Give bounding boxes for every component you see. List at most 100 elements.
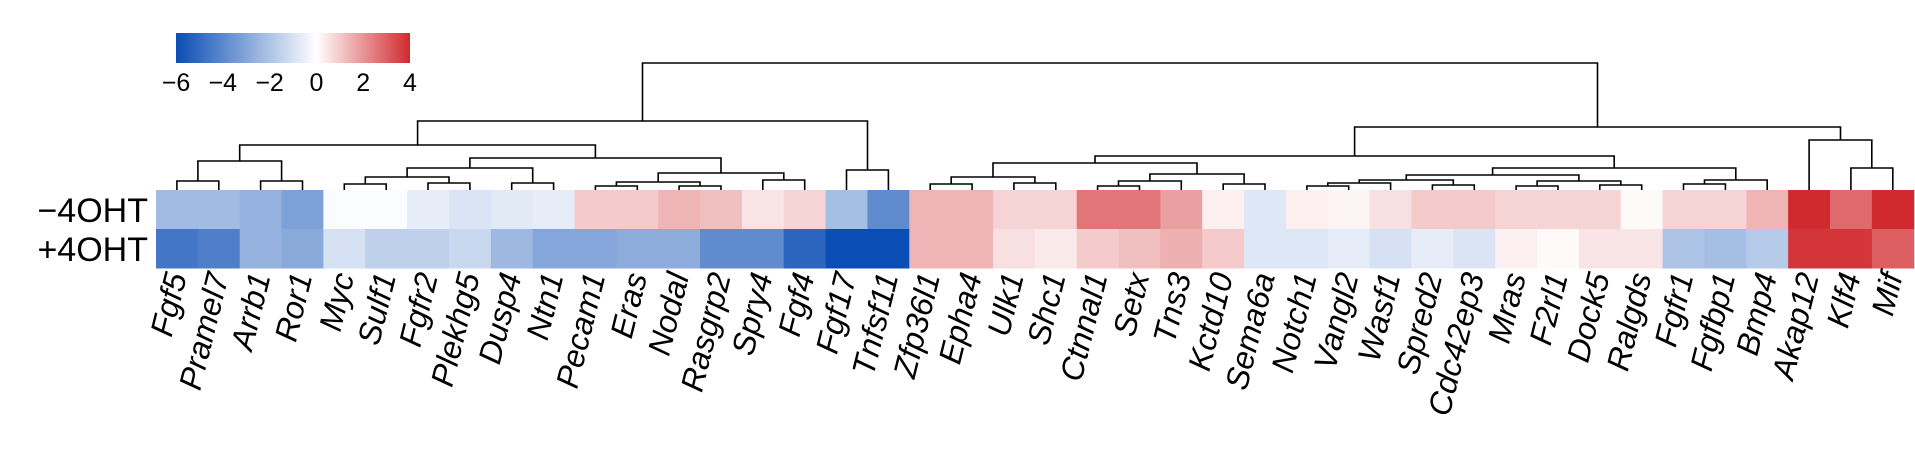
dendrogram-link <box>992 162 1198 177</box>
heatmap-cell <box>616 190 659 230</box>
heatmap-cell <box>239 229 283 269</box>
heatmap-cell <box>867 229 910 269</box>
dendrogram-link <box>1096 185 1141 190</box>
dendrogram-link <box>762 179 806 190</box>
heatmap-cell <box>156 229 199 269</box>
heatmap-cell <box>1578 190 1622 230</box>
heatmap-cell <box>1202 190 1245 230</box>
heatmap-cell <box>1285 190 1329 230</box>
heatmap-cell <box>1160 190 1203 230</box>
column-labels: Fgf5Pramel7Arrb1Ror1MycSulf1Fgfr2Plekhg5… <box>143 266 1910 419</box>
heatmap-cell <box>1369 229 1413 269</box>
heatmap-cell <box>1495 190 1538 230</box>
heatmap-cell <box>574 229 617 269</box>
heatmap-cell <box>1746 229 1789 269</box>
heatmap-cell <box>574 190 617 230</box>
dendrogram-link <box>1431 184 1476 190</box>
dendrogram-link <box>1306 185 1350 190</box>
colorbar: −6 −4 −2 0 2 4 <box>162 33 417 97</box>
row-label: −4OHT <box>37 192 148 230</box>
heatmap-cell <box>532 229 576 269</box>
heatmap-cell <box>616 229 659 269</box>
heatmap-cell <box>1118 229 1161 269</box>
heatmap-cells <box>156 190 1915 269</box>
heatmap-cell <box>365 190 408 230</box>
dendrogram-link <box>845 169 890 190</box>
heatmap-cell <box>281 190 324 230</box>
heatmap-cell <box>825 190 869 230</box>
heatmap-cell <box>1788 229 1831 269</box>
colorbar-tick-label: −4 <box>209 69 238 97</box>
heatmap-cell <box>658 229 701 269</box>
dendrogram-link <box>1094 155 1615 168</box>
heatmap-cell <box>1453 229 1496 269</box>
heatmap-cell <box>993 229 1036 269</box>
dendrogram-link <box>1013 182 1057 190</box>
heatmap-cell <box>448 190 492 230</box>
heatmap-cell <box>1662 190 1706 230</box>
heatmap-cell <box>1118 190 1161 230</box>
dendrogram-link <box>427 182 471 190</box>
dendrogram-link <box>176 180 220 190</box>
heatmap-cell <box>1369 190 1413 230</box>
heatmap-cell <box>1704 229 1747 269</box>
dendrogram-link <box>469 157 722 173</box>
dendrogram-link <box>406 167 534 183</box>
heatmap-cell <box>1830 229 1873 269</box>
colorbar-tick-label: 2 <box>356 69 370 97</box>
dendrogram-link <box>1850 167 1894 190</box>
colorbar-tick-label: −6 <box>162 69 191 97</box>
heatmap-cell <box>1871 190 1915 230</box>
heatmap-cell <box>741 229 785 269</box>
heatmap-cell <box>1830 190 1873 230</box>
dendrogram-link <box>1149 173 1245 184</box>
heatmap-cell <box>1034 190 1078 230</box>
heatmap-cell <box>867 190 910 230</box>
heatmap-cell <box>1285 229 1329 269</box>
heatmap-cell <box>825 229 869 269</box>
heatmap-cell <box>407 229 450 269</box>
column-label: Klf4 <box>1819 269 1867 331</box>
heatmap-cell <box>239 190 283 230</box>
heatmap-cell <box>448 229 492 269</box>
heatmap-cell <box>197 190 241 230</box>
heatmap-cell <box>156 190 199 230</box>
dendrogram-link <box>1515 185 1559 190</box>
dendrogram-link <box>1353 126 1842 156</box>
heatmap-cell <box>1662 229 1706 269</box>
colorbar-gradient <box>176 33 410 63</box>
heatmap-cell <box>1537 190 1580 230</box>
heatmap-cell <box>951 229 994 269</box>
dendrogram-link <box>1682 183 1727 190</box>
heatmap-cell <box>1871 229 1915 269</box>
column-dendrogram <box>176 62 1894 190</box>
heatmap-cell <box>658 190 701 230</box>
heatmap-cell <box>407 190 450 230</box>
dendrogram-link <box>259 180 304 190</box>
heatmap-cell <box>1746 190 1789 230</box>
heatmap-cell <box>1578 229 1622 269</box>
colorbar-tick-label: 0 <box>309 69 323 97</box>
dendrogram-link <box>343 183 387 190</box>
colorbar-tick-label: −2 <box>255 69 284 97</box>
heatmap-cell <box>490 190 534 230</box>
heatmap-cell <box>1327 229 1371 269</box>
dendrogram-link <box>678 185 722 190</box>
heatmap-cell <box>951 190 994 230</box>
column-label: Mif <box>1864 266 1910 319</box>
heatmap-cell <box>1495 229 1538 269</box>
heatmap-cell <box>1453 190 1496 230</box>
heatmap-cell <box>993 190 1036 230</box>
dendrogram-link <box>1491 167 1737 180</box>
dendrogram-link <box>510 182 555 190</box>
heatmap-cell <box>281 229 324 269</box>
heatmap-cell <box>909 229 952 269</box>
heatmap-cell <box>1160 229 1203 269</box>
heatmap-cell <box>323 190 366 230</box>
heatmap-cell <box>700 229 743 269</box>
heatmap-cell <box>1244 190 1287 230</box>
dendrogram-link <box>197 160 283 181</box>
heatmap-cell <box>197 229 241 269</box>
heatmap-cell <box>1244 229 1287 269</box>
